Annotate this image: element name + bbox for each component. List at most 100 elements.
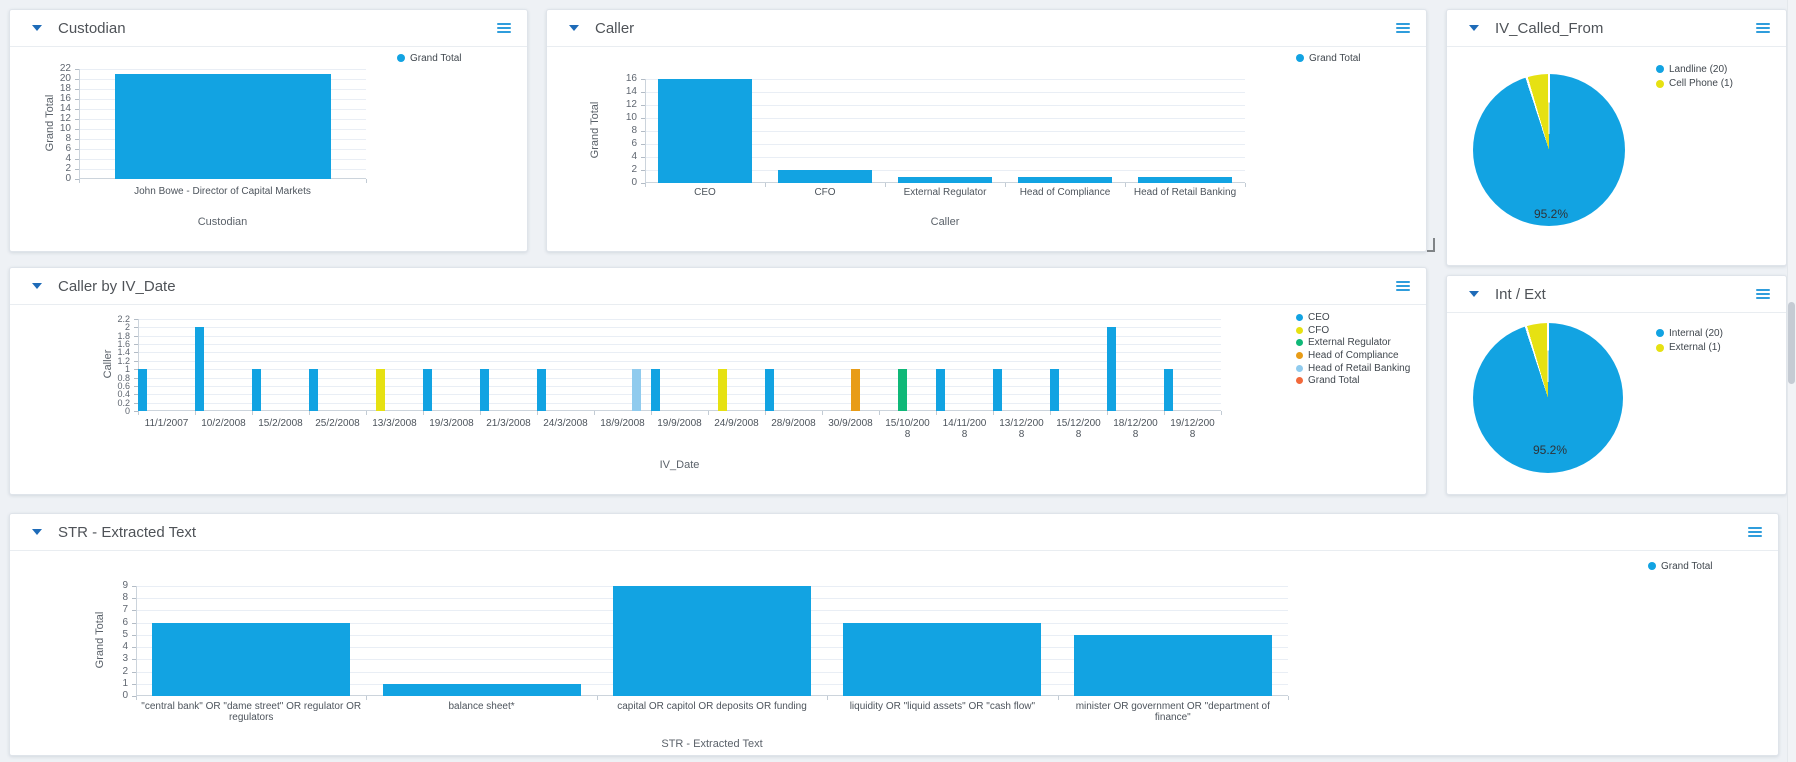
x-tick-mark	[1050, 411, 1051, 415]
collapse-caret-icon[interactable]	[32, 25, 42, 31]
bar[interactable]	[632, 369, 642, 411]
y-tick-mark	[75, 89, 79, 90]
collapse-caret-icon[interactable]	[1469, 291, 1479, 297]
y-tick-label: 18	[59, 83, 71, 94]
y-tick-label: 7	[122, 604, 128, 616]
hamburger-menu-icon[interactable]	[1756, 287, 1770, 301]
y-tick-label: 8	[631, 125, 637, 136]
legend-item[interactable]: Grand Total	[1296, 374, 1410, 387]
x-tick-mark	[708, 411, 709, 415]
bar[interactable]	[252, 369, 262, 411]
panel-title: Custodian	[58, 19, 126, 37]
legend-item[interactable]: Head of Retail Banking	[1296, 362, 1410, 375]
y-tick-label: 0	[124, 406, 130, 416]
x-tick-label: 24/3/2008	[543, 418, 588, 429]
bar[interactable]	[936, 369, 946, 411]
bar[interactable]	[375, 369, 385, 411]
y-tick-label: 4	[65, 153, 71, 164]
bar[interactable]	[138, 369, 148, 411]
bar[interactable]	[1018, 176, 1112, 183]
bar[interactable]	[114, 74, 331, 179]
bar[interactable]	[1107, 327, 1117, 411]
vertical-scrollbar-thumb[interactable]	[1788, 302, 1795, 384]
x-axis-title: IV_Date	[659, 459, 700, 471]
y-tick-mark	[641, 79, 645, 80]
legend: Landline (20) Cell Phone (1)	[1656, 62, 1733, 91]
legend-label: Grand Total	[410, 52, 462, 64]
legend-item[interactable]: Head of Compliance	[1296, 349, 1410, 362]
bar[interactable]	[850, 369, 860, 411]
bar[interactable]	[658, 79, 752, 183]
legend-item[interactable]: Grand Total	[1648, 559, 1713, 573]
collapse-caret-icon[interactable]	[32, 283, 42, 289]
hamburger-menu-icon[interactable]	[497, 21, 511, 35]
bar[interactable]	[843, 622, 1042, 696]
collapse-caret-icon[interactable]	[32, 529, 42, 535]
bar[interactable]	[1164, 369, 1174, 411]
bar[interactable]	[993, 369, 1003, 411]
y-tick-label: 0.2	[117, 397, 130, 408]
x-tick-mark	[993, 411, 994, 415]
y-tick-label: 2	[65, 163, 71, 174]
panel-caller: 0 2 4 6 8 10 12 14 16 CEO CFO External Regulator Hea…	[546, 9, 1427, 252]
x-tick-mark	[138, 411, 139, 415]
gridline	[139, 335, 1221, 337]
y-axis-title: Grand Total	[589, 101, 601, 159]
legend-item[interactable]: Landline (20)	[1656, 62, 1733, 77]
pie-chart[interactable]	[1473, 323, 1623, 473]
bar[interactable]	[778, 170, 872, 183]
bar[interactable]	[717, 369, 727, 411]
collapse-caret-icon[interactable]	[1469, 25, 1479, 31]
bar[interactable]	[480, 369, 490, 411]
gridline	[646, 131, 1245, 132]
hamburger-menu-icon[interactable]	[1748, 525, 1762, 539]
hamburger-menu-icon[interactable]	[1396, 21, 1410, 35]
bar[interactable]	[423, 369, 433, 411]
bar[interactable]	[1050, 369, 1060, 411]
legend-item[interactable]: Cell Phone (1)	[1656, 77, 1733, 92]
legend: Internal (20) External (1)	[1656, 326, 1723, 355]
bar[interactable]	[651, 369, 661, 411]
collapse-caret-icon[interactable]	[569, 25, 579, 31]
caller-chart: 0 2 4 6 8 10 12 14 16 CEO CFO External Regulator Hea…	[547, 10, 1426, 251]
y-tick-label: 0.6	[117, 380, 130, 391]
legend-item[interactable]: CFO	[1296, 324, 1410, 337]
bar[interactable]	[195, 327, 205, 411]
bar[interactable]	[1073, 634, 1272, 696]
legend-item[interactable]: Internal (20)	[1656, 326, 1723, 341]
bar[interactable]	[309, 369, 319, 411]
panel-header: Caller	[547, 10, 1426, 47]
legend-dot-icon	[1296, 364, 1303, 372]
legend-item[interactable]: CEO	[1296, 311, 1410, 324]
bar[interactable]	[152, 622, 351, 696]
bar[interactable]	[898, 369, 908, 411]
y-tick-label: 2.2	[117, 314, 130, 324]
legend-item[interactable]: External (1)	[1656, 341, 1723, 356]
y-tick-label: 22	[59, 63, 71, 74]
legend-item[interactable]: Grand Total	[397, 51, 462, 65]
bar[interactable]	[382, 683, 581, 696]
x-tick-label: 11/1/2007	[144, 418, 189, 429]
legend-label: CEO	[1308, 311, 1330, 323]
bar[interactable]	[765, 369, 775, 411]
bar[interactable]	[898, 176, 992, 183]
pie-chart[interactable]	[1473, 74, 1625, 226]
legend-item[interactable]: External Regulator	[1296, 336, 1410, 349]
gridline	[139, 344, 1221, 346]
y-tick-mark	[641, 131, 645, 132]
x-tick-mark	[651, 411, 652, 415]
hamburger-menu-icon[interactable]	[1396, 279, 1410, 293]
y-tick-mark	[132, 634, 136, 636]
panel-resize-handle[interactable]	[1427, 238, 1435, 252]
x-tick-label: 13/3/2008	[372, 418, 417, 429]
hamburger-menu-icon[interactable]	[1756, 21, 1770, 35]
bar[interactable]	[537, 369, 547, 411]
bar[interactable]	[613, 586, 811, 696]
y-tick-label: 10	[59, 123, 71, 134]
gridline	[646, 118, 1245, 119]
bar[interactable]	[1138, 176, 1232, 183]
y-tick-label: 1.2	[117, 355, 130, 366]
x-tick-mark	[537, 411, 538, 415]
legend-item[interactable]: Grand Total	[1296, 51, 1361, 65]
gridline	[646, 92, 1245, 93]
